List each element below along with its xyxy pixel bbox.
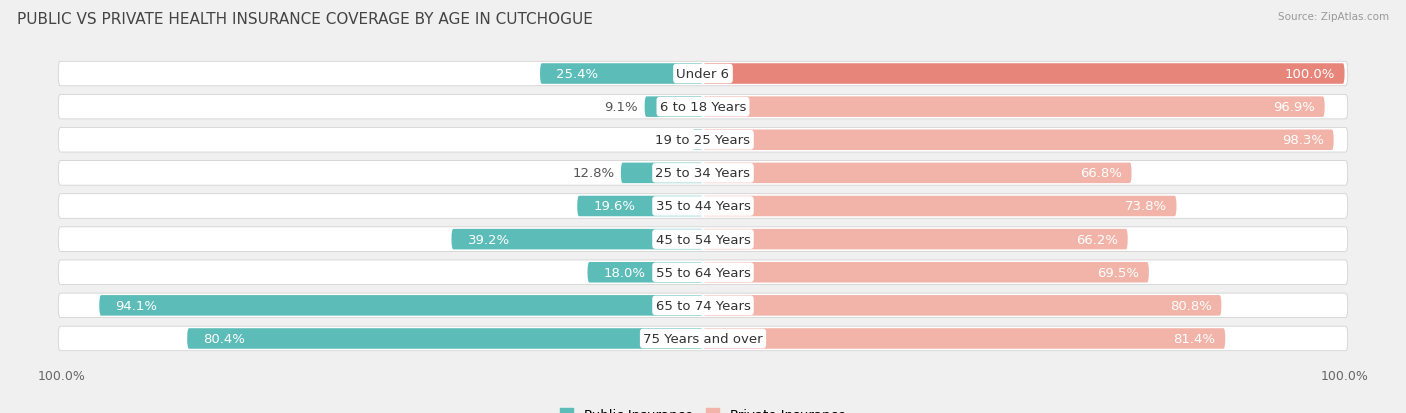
FancyBboxPatch shape: [703, 97, 1324, 118]
Text: 73.8%: 73.8%: [1125, 200, 1167, 213]
Text: 80.4%: 80.4%: [204, 332, 245, 345]
Text: 45 to 54 Years: 45 to 54 Years: [655, 233, 751, 246]
FancyBboxPatch shape: [703, 229, 1128, 250]
Text: PUBLIC VS PRIVATE HEALTH INSURANCE COVERAGE BY AGE IN CUTCHOGUE: PUBLIC VS PRIVATE HEALTH INSURANCE COVER…: [17, 12, 593, 27]
FancyBboxPatch shape: [703, 262, 1149, 283]
Text: 25.4%: 25.4%: [557, 68, 598, 81]
Text: 1.7%: 1.7%: [652, 134, 686, 147]
Text: 25 to 34 Years: 25 to 34 Years: [655, 167, 751, 180]
FancyBboxPatch shape: [58, 227, 1348, 252]
Text: 100.0%: 100.0%: [1285, 68, 1334, 81]
FancyBboxPatch shape: [588, 262, 703, 283]
FancyBboxPatch shape: [703, 328, 1225, 349]
Text: 96.9%: 96.9%: [1274, 101, 1315, 114]
Text: 66.8%: 66.8%: [1080, 167, 1122, 180]
FancyBboxPatch shape: [58, 194, 1348, 219]
Text: 19 to 25 Years: 19 to 25 Years: [655, 134, 751, 147]
FancyBboxPatch shape: [451, 229, 703, 250]
FancyBboxPatch shape: [703, 163, 1132, 184]
FancyBboxPatch shape: [703, 295, 1222, 316]
Text: Source: ZipAtlas.com: Source: ZipAtlas.com: [1278, 12, 1389, 22]
Text: 80.8%: 80.8%: [1170, 299, 1212, 312]
Text: 94.1%: 94.1%: [115, 299, 157, 312]
Legend: Public Insurance, Private Insurance: Public Insurance, Private Insurance: [555, 402, 851, 413]
Text: 6 to 18 Years: 6 to 18 Years: [659, 101, 747, 114]
Text: 69.5%: 69.5%: [1097, 266, 1139, 279]
Text: 98.3%: 98.3%: [1282, 134, 1324, 147]
FancyBboxPatch shape: [703, 130, 1334, 151]
Text: 81.4%: 81.4%: [1174, 332, 1216, 345]
FancyBboxPatch shape: [692, 130, 703, 151]
FancyBboxPatch shape: [58, 128, 1348, 153]
FancyBboxPatch shape: [58, 260, 1348, 285]
FancyBboxPatch shape: [578, 196, 703, 217]
FancyBboxPatch shape: [703, 196, 1177, 217]
Text: 19.6%: 19.6%: [593, 200, 636, 213]
FancyBboxPatch shape: [58, 326, 1348, 351]
Text: 18.0%: 18.0%: [603, 266, 645, 279]
FancyBboxPatch shape: [58, 95, 1348, 120]
Text: 65 to 74 Years: 65 to 74 Years: [655, 299, 751, 312]
FancyBboxPatch shape: [187, 328, 703, 349]
Text: 35 to 44 Years: 35 to 44 Years: [655, 200, 751, 213]
FancyBboxPatch shape: [100, 295, 703, 316]
Text: 55 to 64 Years: 55 to 64 Years: [655, 266, 751, 279]
FancyBboxPatch shape: [58, 161, 1348, 186]
FancyBboxPatch shape: [703, 64, 1344, 85]
FancyBboxPatch shape: [644, 97, 703, 118]
FancyBboxPatch shape: [58, 293, 1348, 318]
Text: 39.2%: 39.2%: [468, 233, 509, 246]
Text: 75 Years and over: 75 Years and over: [643, 332, 763, 345]
Text: 66.2%: 66.2%: [1076, 233, 1118, 246]
Text: Under 6: Under 6: [676, 68, 730, 81]
FancyBboxPatch shape: [540, 64, 703, 85]
Text: 9.1%: 9.1%: [605, 101, 638, 114]
FancyBboxPatch shape: [621, 163, 703, 184]
Text: 12.8%: 12.8%: [572, 167, 614, 180]
FancyBboxPatch shape: [58, 62, 1348, 87]
